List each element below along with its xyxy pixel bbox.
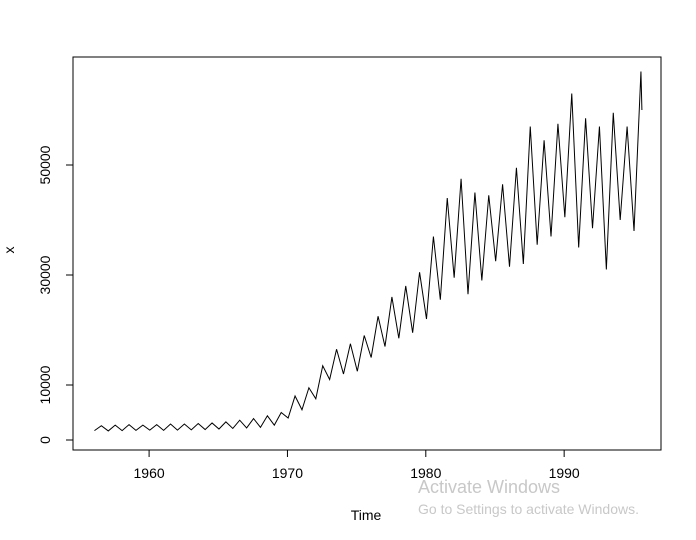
x-tick-label: 1970 <box>272 465 303 481</box>
y-tick-label: 30000 <box>37 255 53 294</box>
watermark-title: Activate Windows <box>418 477 560 497</box>
plot-box <box>72 56 662 451</box>
y-tick-label: 10000 <box>37 365 53 404</box>
y-tick-label: 50000 <box>37 145 53 184</box>
x-tick-label: 1990 <box>549 465 580 481</box>
x-tick-label: 1960 <box>134 465 165 481</box>
watermark-subtitle: Go to Settings to activate Windows. <box>418 501 639 517</box>
x-axis-label: Time <box>351 507 382 523</box>
y-tick-label: 0 <box>37 436 53 444</box>
series-line <box>94 71 643 432</box>
y-axis-label: x <box>1 247 17 254</box>
x-tick-label: 1980 <box>410 465 441 481</box>
